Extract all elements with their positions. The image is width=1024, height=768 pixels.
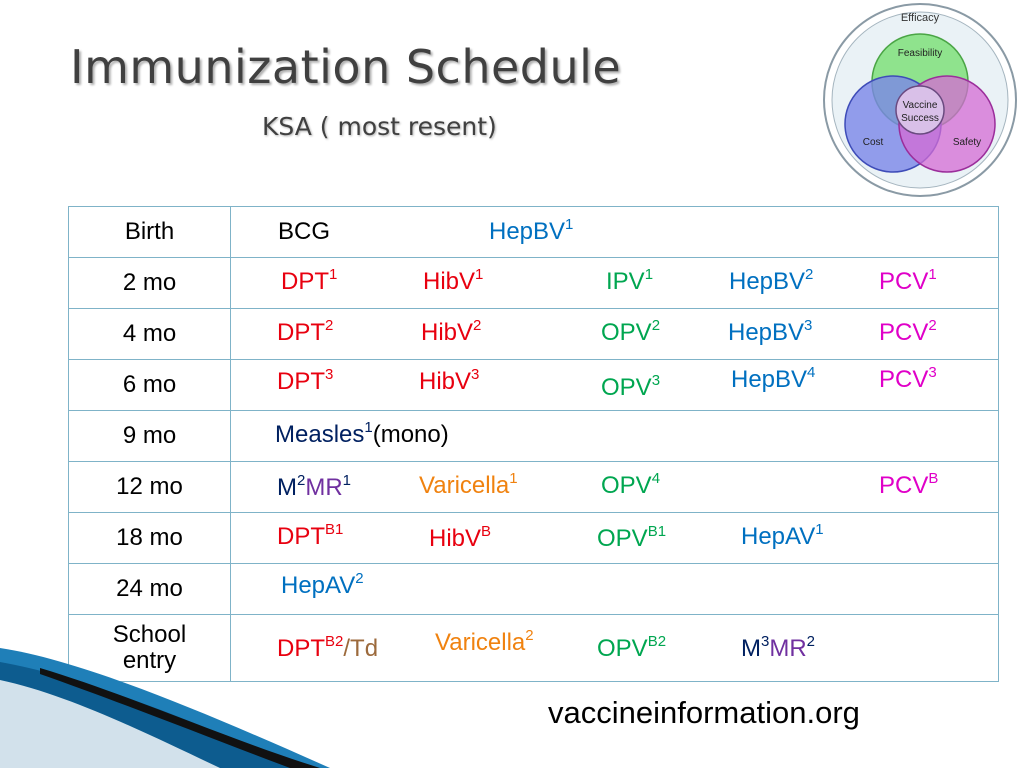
vaccine-varicella: Varicella1 (419, 470, 518, 499)
table-row: 24 mo HepAV2 (68, 563, 999, 615)
vaccine-hibv: HibV1 (423, 266, 484, 295)
vaccine-hibv: HibVB (429, 523, 492, 552)
venn-efficacy-label: Efficacy (901, 12, 940, 24)
vaccines-cell: M2MR1 Varicella1 OPV4 PCVB (230, 461, 999, 513)
vaccine-hepbv: HepBV1 (489, 216, 574, 245)
vaccine-opv: OPV3 (601, 372, 661, 401)
age-cell: 24 mo (68, 563, 231, 615)
vaccine-opv: OPVB1 (597, 523, 667, 552)
venn-success-circle (895, 85, 945, 135)
vaccine-measles: Measles1(mono) (275, 419, 449, 448)
table-row: 18 mo DPTB1 HibVB OPVB1 HepAV1 (68, 512, 999, 564)
vaccines-cell: DPTB2/Td Varicella2 OPVB2 M3MR2 (230, 614, 999, 682)
vaccine-opv: OPVB2 (597, 633, 667, 662)
source-credit: vaccineinformation.org (548, 695, 860, 730)
vaccine-hibv: HibV2 (421, 317, 482, 346)
decorative-swoosh (0, 648, 330, 768)
vaccine-opv: OPV4 (601, 470, 661, 499)
vaccines-cell: DPT1 HibV1 IPV1 HepBV2 PCV1 (230, 257, 999, 309)
age-cell: School entry (68, 614, 231, 682)
table-row: 9 mo Measles1(mono) (68, 410, 999, 462)
table-row: 4 mo DPT2 HibV2 OPV2 HepBV3 PCV2 (68, 308, 999, 360)
table-row: 2 mo DPT1 HibV1 IPV1 HepBV2 PCV1 (68, 257, 999, 309)
vaccines-cell: Measles1(mono) (230, 410, 999, 462)
vaccine-success-venn-diagram: Efficacy Feasibility Vaccine Success Cos… (823, 3, 1017, 197)
vaccine-dpt: DPT3 (277, 366, 334, 395)
page-subtitle: KSA ( most resent) (262, 112, 497, 141)
vaccines-cell: DPT3 HibV3 OPV3 HepBV4 PCV3 (230, 359, 999, 411)
vaccines-cell: DPTB1 HibVB OPVB1 HepAV1 (230, 512, 999, 564)
immunization-schedule-table: Birth BCG HepBV1 2 mo DPT1 HibV1 IPV1 He… (68, 206, 999, 682)
table-row: 12 mo M2MR1 Varicella1 OPV4 PCVB (68, 461, 999, 513)
age-cell: 12 mo (68, 461, 231, 513)
venn-safety-label: Safety (953, 137, 981, 148)
vaccine-pcv: PCV2 (879, 317, 937, 346)
age-label-line2: entry (122, 647, 177, 674)
vaccines-cell: BCG HepBV1 (230, 206, 999, 258)
age-cell: 2 mo (68, 257, 231, 309)
vaccine-mmr: M2MR1 (277, 472, 352, 501)
age-label-line1: School (112, 621, 187, 648)
vaccine-hibv: HibV3 (419, 366, 480, 395)
vaccine-hepav: HepAV2 (281, 570, 364, 599)
vaccine-hepbv: HepBV4 (731, 364, 816, 393)
vaccine-pcv: PCVB (879, 470, 939, 499)
venn-cost-label: Cost (863, 137, 884, 148)
vaccine-bcg: BCG (278, 218, 331, 245)
table-row: 6 mo DPT3 HibV3 OPV3 HepBV4 PCV3 (68, 359, 999, 411)
age-cell: 18 mo (68, 512, 231, 564)
table-row: Birth BCG HepBV1 (68, 206, 999, 258)
age-cell: 4 mo (68, 308, 231, 360)
page-title: Immunization Schedule (70, 40, 622, 94)
swoosh-black-stroke (40, 668, 320, 768)
vaccine-hepbv: HepBV2 (729, 266, 814, 295)
vaccine-ipv: IPV1 (606, 266, 654, 295)
swoosh-light-band (0, 680, 220, 768)
venn-center-label-1: Vaccine (903, 100, 938, 111)
vaccine-pcv: PCV3 (879, 364, 937, 393)
age-cell: Birth (68, 206, 231, 258)
vaccine-hepav: HepAV1 (741, 521, 824, 550)
age-cell: 9 mo (68, 410, 231, 462)
vaccines-cell: HepAV2 (230, 563, 999, 615)
age-cell: 6 mo (68, 359, 231, 411)
vaccine-opv: OPV2 (601, 317, 661, 346)
venn-feasibility-label: Feasibility (898, 48, 942, 59)
vaccine-varicella: Varicella2 (435, 627, 534, 656)
vaccine-dpt: DPT1 (281, 266, 338, 295)
vaccine-dpt-td: DPTB2/Td (277, 633, 379, 662)
vaccine-mmr: M3MR2 (741, 633, 816, 662)
vaccine-hepbv: HepBV3 (728, 317, 813, 346)
vaccine-dpt: DPT2 (277, 317, 334, 346)
venn-center-label-2: Success (901, 113, 939, 124)
vaccines-cell: DPT2 HibV2 OPV2 HepBV3 PCV2 (230, 308, 999, 360)
table-row: School entry DPTB2/Td Varicella2 OPVB2 M… (68, 614, 999, 682)
vaccine-dpt: DPTB1 (277, 521, 344, 550)
vaccine-pcv: PCV1 (879, 266, 937, 295)
